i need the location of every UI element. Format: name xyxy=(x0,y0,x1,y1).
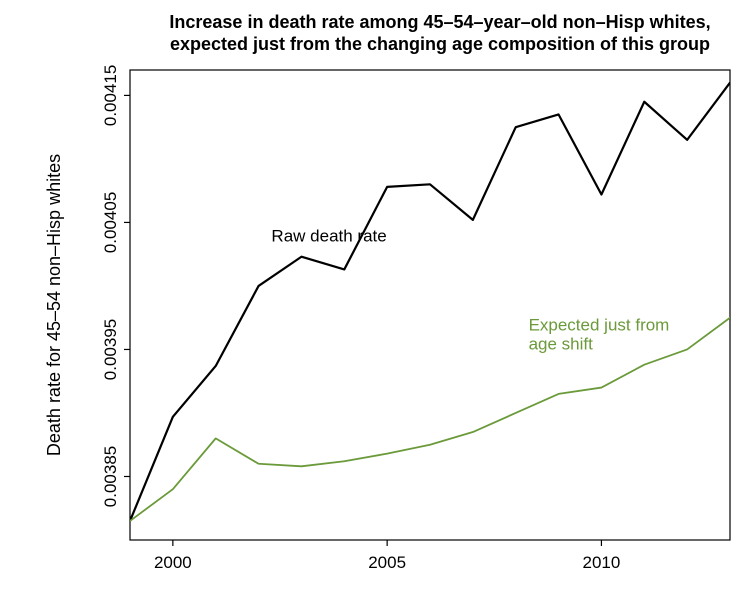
x-tick-label: 2005 xyxy=(368,553,406,572)
annotation-expected: age shift xyxy=(529,334,594,353)
chart-container: 2000 2005 2010 0.00385 0.00395 0.00405 0.00415… xyxy=(0,0,750,600)
y-axis-label: Death rate for 45–54 non–Hisp whites xyxy=(44,154,64,456)
y-tick-label: 0.00405 xyxy=(101,192,120,253)
x-tick-label: 2010 xyxy=(583,553,621,572)
chart-title-line: expected just from the changing age comp… xyxy=(170,34,710,54)
line-chart: 2000 2005 2010 0.00385 0.00395 0.00405 0.00415… xyxy=(0,0,750,600)
annotation-expected: Expected just from xyxy=(529,315,670,334)
annotation-raw: Raw death rate xyxy=(271,226,386,245)
series-raw xyxy=(130,83,730,521)
series-expected xyxy=(130,318,730,521)
chart-title-line: Increase in death rate among 45–54–year–… xyxy=(169,12,710,32)
y-tick-label: 0.00395 xyxy=(101,319,120,380)
y-tick-label: 0.00415 xyxy=(101,65,120,126)
x-tick-label: 2000 xyxy=(154,553,192,572)
y-tick-label: 0.00385 xyxy=(101,446,120,507)
